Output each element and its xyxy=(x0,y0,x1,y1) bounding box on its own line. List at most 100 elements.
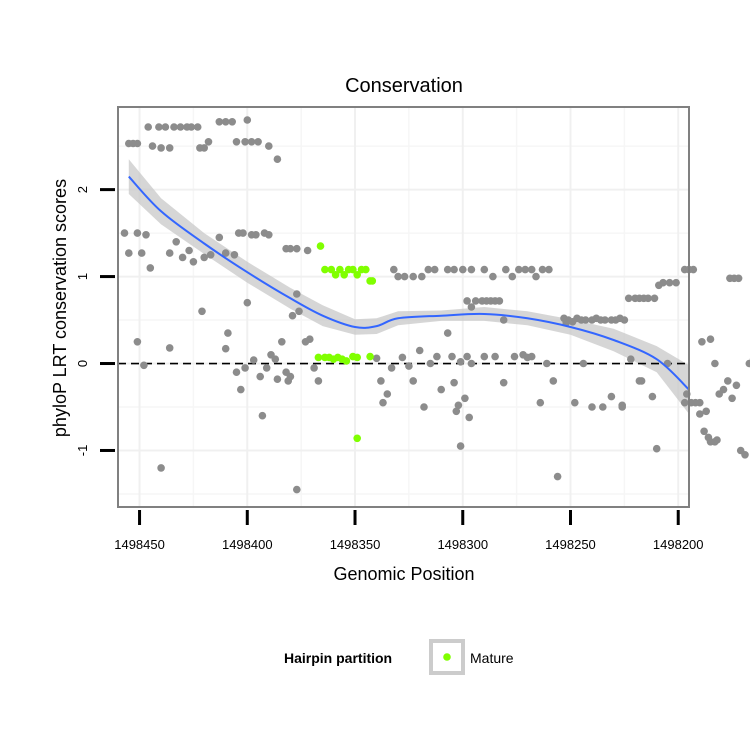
point-other xyxy=(745,359,750,368)
y-tick-label: 1 xyxy=(75,273,90,280)
legend-key-box xyxy=(429,639,465,675)
point-other xyxy=(702,407,710,416)
point-other xyxy=(125,249,133,257)
point-other xyxy=(433,352,441,361)
point-other xyxy=(148,142,157,150)
point-other xyxy=(454,401,463,410)
point-other xyxy=(221,344,230,353)
series-other-points xyxy=(120,116,750,494)
point-other xyxy=(200,253,208,262)
point-other xyxy=(288,311,297,320)
point-other xyxy=(293,485,301,494)
point-other xyxy=(620,316,629,324)
point-other xyxy=(635,377,644,385)
point-mature xyxy=(314,353,323,362)
point-other xyxy=(265,142,273,150)
point-other xyxy=(644,294,652,303)
point-mature xyxy=(327,265,336,274)
point-other xyxy=(467,265,476,274)
point-other xyxy=(133,338,142,346)
point-other xyxy=(624,294,633,303)
point-other xyxy=(443,265,452,274)
point-other xyxy=(491,352,499,361)
point-other xyxy=(607,392,616,401)
point-other xyxy=(499,316,508,324)
point-other xyxy=(553,472,562,481)
point-other xyxy=(241,138,249,146)
point-other xyxy=(588,403,596,411)
point-other xyxy=(176,123,185,131)
point-other xyxy=(206,251,215,259)
point-other xyxy=(672,278,680,287)
point-other xyxy=(383,390,392,398)
point-other xyxy=(224,329,232,337)
point-other xyxy=(144,123,152,131)
point-other xyxy=(243,298,252,307)
point-other xyxy=(303,246,312,255)
point-other xyxy=(510,352,519,361)
point-other xyxy=(265,231,273,239)
point-other xyxy=(489,272,497,281)
point-other xyxy=(495,297,504,305)
point-other xyxy=(137,249,146,257)
point-other xyxy=(249,356,258,364)
point-other xyxy=(706,335,715,344)
point-mature xyxy=(353,434,362,443)
point-other xyxy=(549,377,558,385)
legend-mature-swatch xyxy=(443,653,451,661)
point-other xyxy=(232,138,241,146)
point-mature xyxy=(342,357,351,365)
point-other xyxy=(161,123,170,131)
point-other xyxy=(239,229,247,237)
x-tick-label: 1498200 xyxy=(653,537,704,552)
smooth-trend-line xyxy=(128,175,690,391)
point-other xyxy=(394,272,402,281)
point-other xyxy=(732,381,741,390)
point-other xyxy=(398,353,407,362)
point-other xyxy=(409,272,418,281)
point-other xyxy=(165,144,174,152)
point-other xyxy=(187,123,196,131)
point-other xyxy=(508,272,517,281)
point-other xyxy=(734,274,743,283)
point-other xyxy=(142,231,150,239)
point-other xyxy=(146,264,155,272)
point-mature xyxy=(316,242,325,250)
point-other xyxy=(536,398,545,407)
point-other xyxy=(515,265,523,274)
point-other xyxy=(471,297,480,305)
point-other xyxy=(420,403,428,411)
point-other xyxy=(278,338,286,346)
point-other xyxy=(140,361,148,370)
point-other xyxy=(499,378,508,387)
y-axis-ticks: -1 0 1 2 xyxy=(75,186,115,456)
point-other xyxy=(579,359,588,368)
point-other xyxy=(463,297,471,305)
point-mature xyxy=(366,352,374,361)
point-other xyxy=(698,338,706,346)
legend: Hairpin partition Mature xyxy=(284,639,514,675)
point-other xyxy=(215,233,224,242)
point-other xyxy=(627,355,635,364)
point-other xyxy=(258,411,267,420)
point-other xyxy=(262,364,271,372)
point-other xyxy=(443,329,452,337)
point-other xyxy=(463,352,471,361)
point-other xyxy=(387,364,396,372)
point-other xyxy=(581,316,590,324)
x-tick-label: 1498400 xyxy=(222,537,273,552)
point-other xyxy=(157,144,165,152)
point-other xyxy=(680,398,689,407)
point-mature xyxy=(331,271,340,279)
point-other xyxy=(165,344,174,352)
point-mature xyxy=(353,353,362,362)
point-other xyxy=(215,118,224,126)
point-other xyxy=(430,265,439,274)
point-other xyxy=(193,123,202,131)
point-other xyxy=(724,377,732,385)
point-other xyxy=(120,229,129,237)
x-axis-ticks: 1498450 1498400 1498350 1498300 1498250 14982… xyxy=(114,510,704,552)
point-other xyxy=(293,290,301,298)
point-other xyxy=(189,258,198,266)
point-other xyxy=(241,364,249,372)
